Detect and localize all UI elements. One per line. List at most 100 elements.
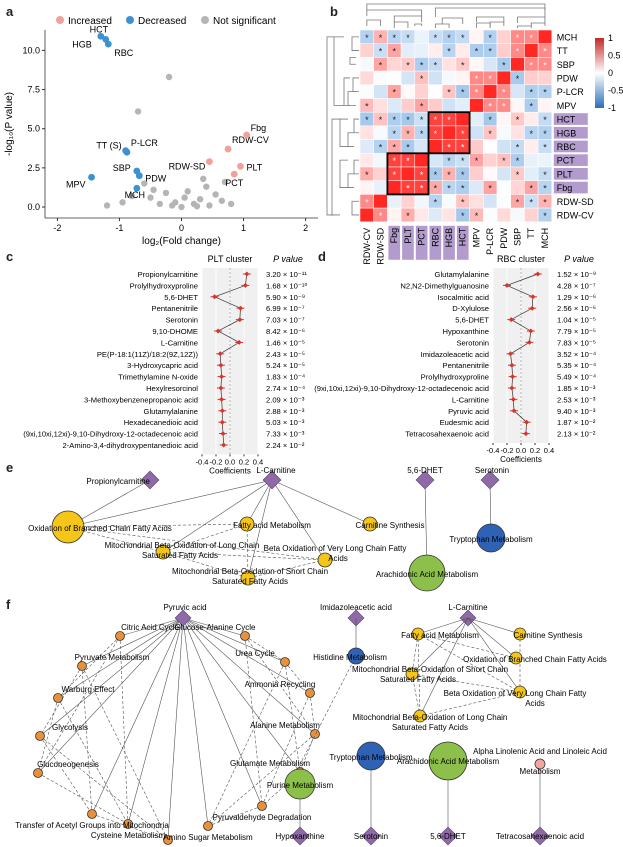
significance-star: * (475, 88, 479, 98)
network-edge (411, 673, 521, 693)
network-edge (81, 665, 169, 841)
network-edge (119, 617, 184, 637)
significance-star: * (406, 129, 410, 139)
network-edge (39, 735, 93, 815)
point-label: P-LCR (131, 138, 159, 148)
coef-marker (219, 408, 225, 414)
col-label-highlight (456, 225, 469, 260)
pvalue-text: 1.68 × 10⁻¹⁰ (266, 281, 307, 290)
heatmap-cell (441, 57, 457, 72)
pathway-node (240, 631, 250, 641)
network-edge (81, 617, 184, 667)
heatmap-cell (359, 180, 374, 195)
significance-star: * (529, 101, 533, 111)
significance-star: * (434, 33, 438, 43)
significance-star: * (379, 211, 383, 221)
significance-star: * (529, 88, 533, 98)
heatmap-cell (455, 70, 470, 86)
significance-star: * (447, 170, 451, 180)
heatmap-cell (373, 84, 388, 99)
significance-star: * (488, 184, 492, 194)
node-label: Fatty acid Metabolism (401, 631, 479, 640)
pathway-node (405, 667, 419, 681)
significance-star: * (488, 74, 492, 84)
significance-star: * (434, 197, 438, 207)
metabolite-label: L-Carnitine (452, 395, 489, 404)
pvalue-text: 2.43 × 10⁻⁵ (266, 350, 305, 359)
significance-star: * (502, 60, 506, 70)
network-edge (411, 617, 469, 675)
heatmap-cell (537, 98, 553, 113)
x-tick-label: 0.4 (253, 457, 263, 466)
heatmap-cell (441, 125, 457, 140)
significance-star: * (406, 60, 410, 70)
network-edge (119, 635, 129, 825)
data-point (178, 203, 185, 211)
metabolite-label: Hypoxanthine (443, 327, 489, 336)
network-edge (411, 673, 421, 717)
node-label: Oxidation of Branched Chain Fatty Acids (28, 524, 172, 533)
network-edge (37, 617, 184, 774)
significance-star: * (461, 184, 465, 194)
significance-star: * (461, 88, 465, 98)
node-label: Transfer of Acetyl Groups into Mitochond… (15, 821, 169, 830)
panel-label-e: e (6, 460, 14, 475)
node-label: Acids (525, 699, 545, 708)
significance-star: * (502, 88, 506, 98)
col-label: Fbg (389, 228, 399, 244)
significance-star: * (529, 33, 533, 43)
network-edge (37, 772, 129, 825)
heatmap-cell (510, 84, 525, 99)
coef-marker (218, 362, 224, 368)
metabolite-label: Pyruvic acid (448, 407, 489, 416)
significance-star: * (392, 170, 396, 180)
row-label-highlight (553, 113, 588, 125)
significance-star: * (461, 33, 465, 43)
heatmap-cell (524, 70, 539, 86)
node-label: Cysteine Metabolism (91, 831, 166, 840)
network-edge (182, 617, 311, 694)
x-tick-label: -1 (115, 223, 123, 233)
col-label-highlight (402, 225, 414, 260)
metabolite-label: Prolylhydroxyproline (421, 373, 489, 382)
network-edge (127, 617, 184, 825)
network-edge (57, 617, 184, 699)
metabolite-label: 9,10-DHOME (152, 327, 198, 336)
heatmap-cell (496, 111, 511, 127)
network-edge (67, 479, 273, 528)
data-point (212, 191, 219, 198)
heatmap-cell (359, 125, 374, 140)
coef-marker (244, 271, 250, 277)
heatmap-cell (469, 125, 484, 140)
heatmap-cell (414, 43, 429, 58)
heatmap-cell (483, 57, 498, 72)
x-tick-label: 2 (303, 223, 308, 233)
heatmap-cell (387, 57, 402, 72)
significance-star: * (365, 101, 369, 111)
significance-star: * (475, 156, 479, 166)
point-label: PLT (246, 162, 262, 172)
metabolite-label: Imidazoleacetic acid (421, 350, 489, 359)
network-edge (182, 617, 286, 663)
pathway-node (87, 809, 97, 819)
heatmap-cell (359, 153, 374, 168)
col-label: SBP (513, 228, 523, 246)
node-label: Oxidation of Branched Chain Fatty Acids (463, 655, 607, 664)
significance-star: * (420, 184, 424, 194)
pathway-node (203, 821, 213, 831)
metabolite-label: Eudesmic acid (440, 418, 489, 427)
heatmap-cell (387, 98, 402, 113)
row-label: P-LCR (557, 87, 585, 97)
pathway-node (239, 516, 255, 532)
significance-star: * (461, 129, 465, 139)
data-point (243, 131, 251, 139)
coef-marker (508, 351, 513, 357)
point-label: HGB (72, 39, 92, 49)
col-label: PLT (403, 227, 413, 243)
significance-star: * (420, 60, 424, 70)
data-point (104, 40, 112, 48)
network-edge (182, 617, 246, 637)
data-point (206, 158, 213, 166)
significance-star: * (392, 142, 396, 152)
data-point (184, 188, 191, 195)
